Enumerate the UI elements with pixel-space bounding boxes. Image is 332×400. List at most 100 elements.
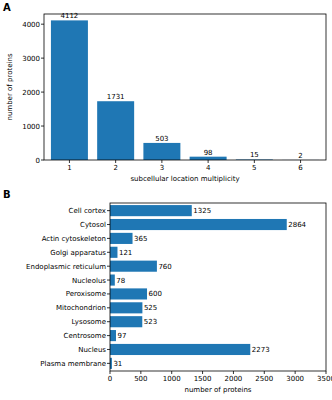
bar <box>190 157 227 160</box>
tick-label: 2000 <box>225 375 243 383</box>
tick <box>41 58 44 59</box>
category-tick <box>107 307 110 308</box>
category-tick <box>107 363 110 364</box>
chart-root: A411217315039815201000200030004000123456… <box>0 0 332 400</box>
data-label: 1731 <box>107 93 125 101</box>
tick <box>326 371 327 374</box>
bar <box>110 247 117 258</box>
category-label: 6 <box>298 164 303 172</box>
category-tick <box>107 349 110 350</box>
bar <box>97 101 134 160</box>
category-tick <box>107 238 110 239</box>
tick <box>41 126 44 127</box>
category-label: 4 <box>206 164 211 172</box>
data-label: 2864 <box>288 221 306 229</box>
bar <box>143 143 180 160</box>
data-label: 525 <box>144 304 157 312</box>
bar <box>110 344 250 355</box>
bars <box>51 20 319 160</box>
tick <box>41 24 44 25</box>
tick <box>264 371 265 374</box>
category-label: Nucleus <box>78 346 106 354</box>
data-label: 600 <box>149 290 162 298</box>
bar <box>110 330 116 341</box>
category-label: Plasma membrane <box>40 360 106 368</box>
panel-title: A <box>3 2 11 13</box>
tick-label: 3000 <box>22 55 40 63</box>
bars <box>110 205 287 369</box>
category-tick <box>115 160 116 163</box>
category-label: Lysosome <box>72 318 106 326</box>
bar <box>110 205 192 216</box>
tick-label: 0 <box>36 157 40 165</box>
category-label: Centrosome <box>64 332 106 340</box>
category-tick <box>107 210 110 211</box>
category-tick <box>107 321 110 322</box>
category-label: 2 <box>113 164 117 172</box>
tick-label: 1000 <box>163 375 181 383</box>
tick-label: 4000 <box>22 21 40 29</box>
tick-label: 2000 <box>22 89 40 97</box>
tick-label: 1000 <box>22 123 40 131</box>
tick <box>140 371 141 374</box>
data-label: 98 <box>204 149 213 157</box>
category-label: 5 <box>252 164 256 172</box>
bar <box>110 233 133 244</box>
category-tick <box>254 160 255 163</box>
category-label: Golgi apparatus <box>50 249 106 257</box>
tick-label: 0 <box>108 375 112 383</box>
tick <box>233 371 234 374</box>
tick <box>41 92 44 93</box>
figure: A411217315039815201000200030004000123456… <box>0 0 332 400</box>
data-label: 365 <box>134 235 147 243</box>
category-label: 3 <box>160 164 164 172</box>
bar <box>110 219 287 230</box>
tick-label: 3500 <box>317 375 332 383</box>
category-tick <box>107 280 110 281</box>
x-axis-label: number of proteins <box>184 386 251 394</box>
category-tick <box>107 224 110 225</box>
data-label: 503 <box>155 135 168 143</box>
bar <box>110 316 142 327</box>
category-tick <box>208 160 209 163</box>
data-label: 15 <box>250 151 259 159</box>
data-label: 97 <box>117 332 126 340</box>
y-axis-label: number of proteins <box>6 53 14 120</box>
tick-label: 500 <box>134 375 147 383</box>
data-label: 31 <box>113 360 122 368</box>
category-label: Endoplasmic reticulum <box>26 263 106 271</box>
data-label: 78 <box>116 277 125 285</box>
frame <box>44 14 326 160</box>
category-tick <box>69 160 70 163</box>
tick <box>110 371 111 374</box>
data-label: 760 <box>158 263 171 271</box>
tick-label: 1500 <box>194 375 212 383</box>
bar <box>110 275 115 286</box>
category-tick <box>161 160 162 163</box>
category-label: Cell cortex <box>69 207 106 215</box>
category-tick <box>107 293 110 294</box>
tick-label: 3000 <box>286 375 304 383</box>
bar <box>110 261 157 272</box>
category-tick <box>107 252 110 253</box>
data-label: 523 <box>144 318 157 326</box>
bar <box>51 20 88 160</box>
tick-label: 2500 <box>255 375 273 383</box>
tick <box>202 371 203 374</box>
category-tick <box>107 335 110 336</box>
frame <box>110 203 326 371</box>
data-label: 4112 <box>61 12 79 20</box>
data-label: 2 <box>298 152 302 160</box>
category-label: Peroxisome <box>66 290 106 298</box>
category-tick <box>107 266 110 267</box>
x-axis-label: subcellular location multiplicity <box>130 175 239 183</box>
data-label: 121 <box>119 249 132 257</box>
tick <box>171 371 172 374</box>
category-label: Actin cytoskeleton <box>42 235 106 243</box>
data-label: 1325 <box>193 207 211 215</box>
category-label: Mitochondrion <box>56 304 106 312</box>
panel: A411217315039815201000200030004000123456… <box>3 2 326 183</box>
category-label: Cytosol <box>80 221 106 229</box>
tick <box>41 160 44 161</box>
category-tick <box>300 160 301 163</box>
